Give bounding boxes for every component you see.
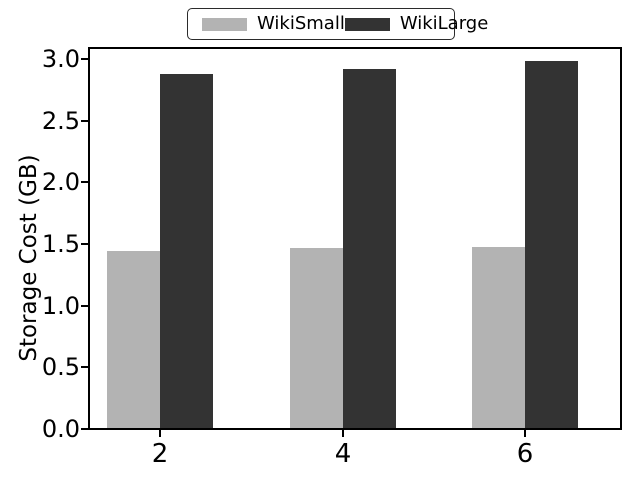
y-tick-label: 1.0 — [41, 292, 80, 320]
legend-item-wikismall: WikiSmall — [202, 14, 345, 34]
y-tick-label: 2.0 — [41, 168, 80, 196]
y-tick-mark — [81, 305, 88, 307]
x-tick-label: 4 — [334, 439, 352, 469]
bar-wikismall-2 — [107, 251, 160, 428]
legend: WikiSmall WikiLarge — [187, 8, 488, 40]
y-tick-label: 3.0 — [41, 45, 80, 73]
bar-wikismall-4 — [290, 248, 343, 428]
y-tick-mark — [81, 428, 88, 430]
y-tick-mark — [81, 243, 88, 245]
bar-wikilarge-6 — [525, 61, 578, 428]
x-tick-label: 2 — [151, 439, 169, 469]
y-tick-mark — [81, 58, 88, 60]
x-tick-mark — [524, 430, 526, 437]
bar-wikilarge-2 — [160, 74, 213, 428]
plot-area — [88, 47, 622, 430]
legend-swatch-wikismall — [202, 17, 247, 31]
x-tick-mark — [159, 430, 161, 437]
bar-wikilarge-4 — [343, 69, 396, 428]
legend-label: WikiLarge — [399, 13, 489, 34]
y-tick-mark — [81, 120, 88, 122]
y-tick-label: 2.5 — [41, 107, 80, 135]
y-tick-label: 0.0 — [41, 415, 80, 443]
y-tick-mark — [81, 181, 88, 183]
legend-label: WikiSmall — [257, 13, 345, 34]
bar-wikismall-6 — [472, 247, 525, 428]
legend-swatch-wikilarge — [344, 17, 390, 31]
x-tick-label: 6 — [516, 439, 534, 469]
y-tick-label: 1.5 — [41, 230, 80, 258]
legend-item-wikilarge: WikiLarge — [344, 13, 489, 34]
x-tick-mark — [342, 430, 344, 437]
y-tick-mark — [81, 366, 88, 368]
y-tick-label: 0.5 — [41, 353, 80, 381]
